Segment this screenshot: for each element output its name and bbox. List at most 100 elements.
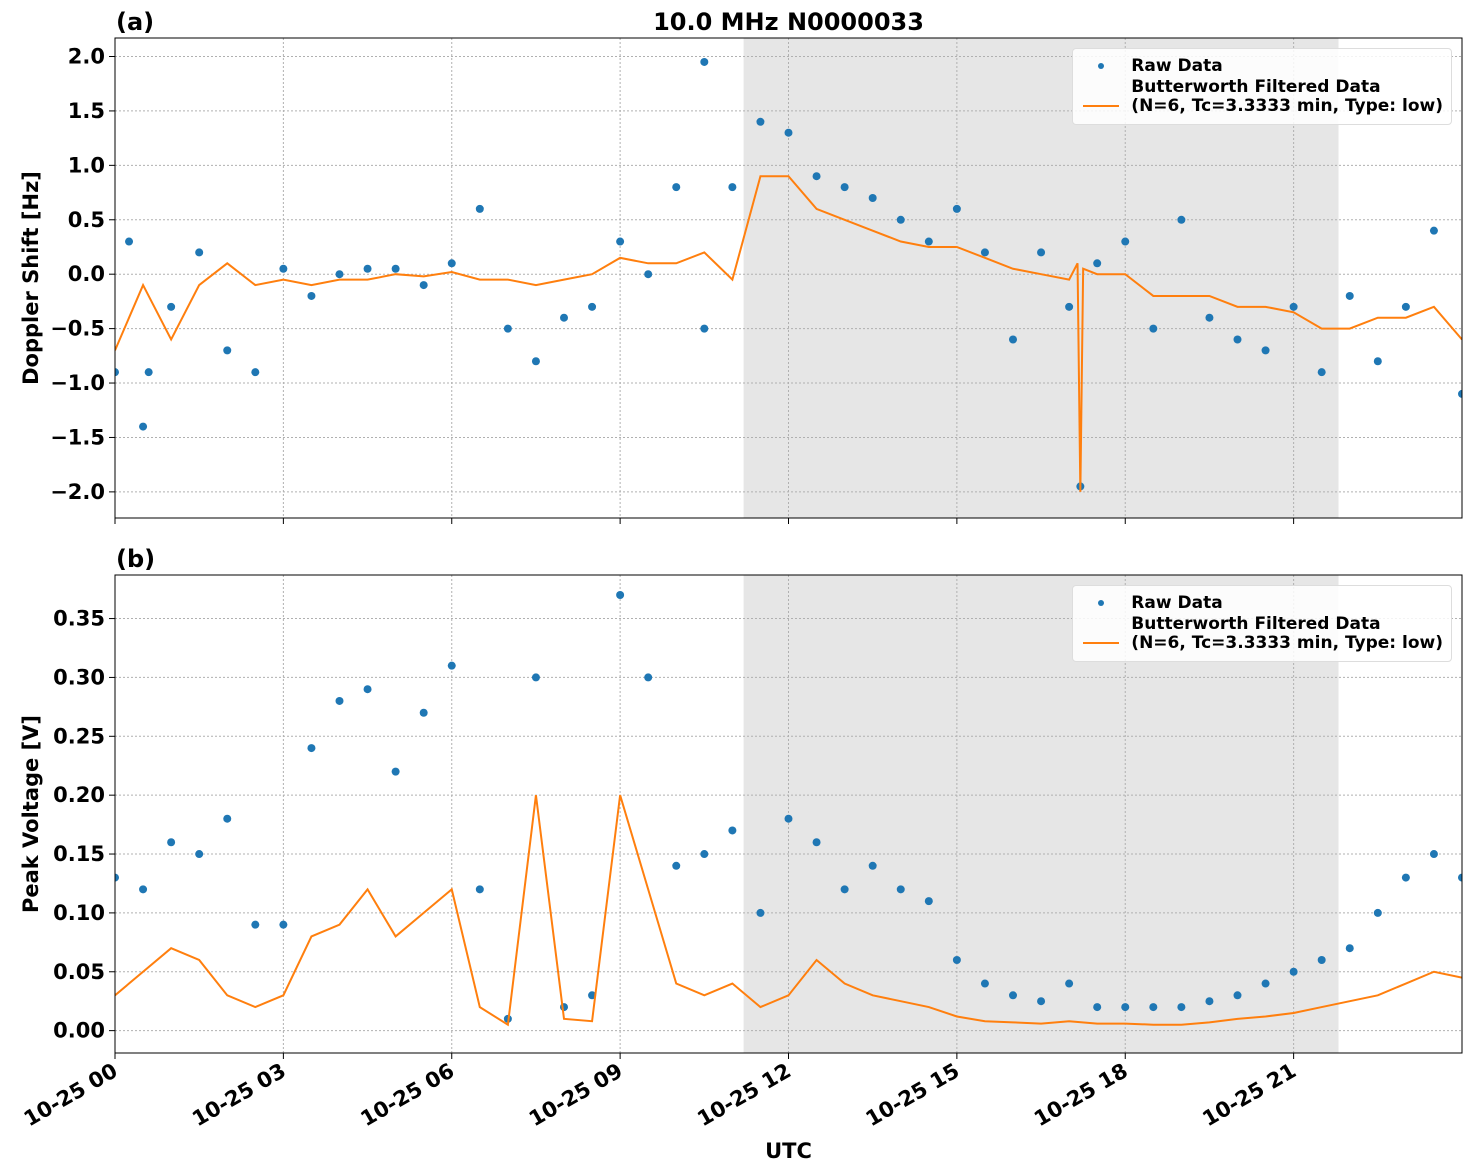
legend-key bbox=[1081, 78, 1121, 116]
y-tick-label: −1.0 bbox=[50, 371, 105, 395]
raw-point bbox=[144, 368, 153, 377]
legend-key bbox=[1081, 615, 1121, 653]
raw-point bbox=[1065, 302, 1074, 311]
raw-point bbox=[1121, 1003, 1130, 1012]
raw-point bbox=[335, 696, 344, 705]
raw-point bbox=[1149, 324, 1158, 333]
raw-point bbox=[756, 117, 765, 126]
raw-point bbox=[475, 204, 484, 213]
raw-point bbox=[840, 183, 849, 192]
filtered-line bbox=[115, 794, 1462, 1027]
x-tick-label: 10-25 12 bbox=[693, 1059, 795, 1132]
y-tick-label: 0.30 bbox=[53, 665, 105, 689]
raw-point bbox=[125, 237, 134, 246]
x-axis-label: UTC bbox=[765, 1139, 812, 1163]
y-tick-label: 0.00 bbox=[53, 1019, 105, 1043]
raw-point bbox=[756, 908, 765, 917]
x-tick-label: 10-25 03 bbox=[188, 1059, 290, 1132]
raw-point bbox=[1429, 226, 1438, 235]
raw-point bbox=[1261, 346, 1270, 355]
y-tick-label: 1.5 bbox=[68, 99, 105, 123]
raw-point bbox=[1233, 991, 1242, 1000]
raw-point bbox=[672, 183, 681, 192]
raw-point bbox=[924, 897, 933, 906]
raw-point bbox=[419, 281, 428, 290]
y-tick-label: −1.5 bbox=[50, 425, 105, 449]
raw-point bbox=[279, 920, 288, 929]
raw-point bbox=[115, 873, 119, 882]
raw-point bbox=[1093, 259, 1102, 268]
raw-point bbox=[1009, 335, 1017, 344]
panel-label: (a) bbox=[116, 8, 154, 36]
y-tick-label: 0.25 bbox=[53, 724, 105, 748]
raw-point bbox=[1037, 248, 1046, 257]
raw-point bbox=[1345, 291, 1354, 300]
x-tick-label: 10-25 21 bbox=[1198, 1059, 1300, 1132]
y-axis-label: Peak Voltage [V] bbox=[19, 715, 43, 913]
raw-point bbox=[1009, 991, 1017, 1000]
raw-point bbox=[644, 673, 653, 682]
y-tick-label: 0.20 bbox=[53, 783, 105, 807]
raw-point bbox=[784, 814, 793, 823]
raw-point bbox=[115, 368, 119, 377]
raw-point bbox=[419, 708, 428, 717]
y-tick-label: 0.10 bbox=[53, 901, 105, 925]
raw-point bbox=[560, 313, 568, 322]
raw-point bbox=[812, 172, 821, 181]
raw-point bbox=[1289, 302, 1298, 311]
raw-point bbox=[952, 204, 961, 213]
y-tick-label: 0.5 bbox=[68, 208, 105, 232]
raw-point bbox=[896, 215, 905, 224]
legend-entry: Butterworth Filtered Data (N=6, Tc=3.333… bbox=[1081, 615, 1443, 653]
raw-point bbox=[1345, 944, 1354, 953]
raw-point bbox=[195, 850, 204, 859]
raw-point bbox=[167, 838, 176, 847]
raw-point bbox=[1261, 979, 1270, 988]
raw-point bbox=[1149, 1003, 1158, 1012]
y-tick-label: 2.0 bbox=[68, 45, 105, 69]
raw-point bbox=[391, 264, 400, 273]
legend-label: Raw Data bbox=[1131, 593, 1223, 613]
raw-point bbox=[700, 324, 709, 333]
y-tick-label: 0.15 bbox=[53, 842, 105, 866]
legend-entry: Butterworth Filtered Data (N=6, Tc=3.333… bbox=[1081, 78, 1443, 116]
y-tick-label: 0.05 bbox=[53, 960, 105, 984]
x-tick-label: 10-25 09 bbox=[525, 1059, 627, 1132]
raw-point bbox=[1373, 908, 1382, 917]
raw-point bbox=[531, 357, 540, 366]
raw-point bbox=[1289, 967, 1298, 976]
raw-point bbox=[1458, 389, 1462, 398]
raw-point bbox=[812, 838, 821, 847]
raw-point bbox=[644, 270, 653, 279]
raw-point bbox=[980, 248, 989, 257]
raw-point bbox=[139, 885, 148, 894]
raw-point bbox=[1177, 1003, 1186, 1012]
raw-point bbox=[1317, 368, 1326, 377]
chart-title: 10.0 MHz N0000033 bbox=[653, 8, 924, 36]
raw-point bbox=[363, 685, 372, 694]
raw-point bbox=[1065, 979, 1074, 988]
y-tick-label: −0.5 bbox=[50, 317, 105, 341]
y-tick-label: 1.0 bbox=[68, 153, 105, 177]
raw-point bbox=[167, 302, 176, 311]
raw-point bbox=[447, 661, 456, 670]
raw-point bbox=[700, 850, 709, 859]
legend-key bbox=[1081, 57, 1121, 76]
raw-point bbox=[588, 302, 597, 311]
plot-frame bbox=[114, 37, 1463, 519]
raw-point bbox=[952, 955, 961, 964]
x-tick-label: 10-25 06 bbox=[356, 1059, 458, 1132]
raw-point bbox=[1233, 335, 1242, 344]
x-tick-label: 10-25 15 bbox=[862, 1059, 964, 1132]
raw-point bbox=[503, 324, 512, 333]
raw-point bbox=[728, 826, 737, 835]
raw-point bbox=[1317, 955, 1326, 964]
raw-point bbox=[307, 291, 316, 300]
panel-label: (b) bbox=[116, 545, 155, 573]
legend: Raw Data Butterworth Filtered Data (N=6, … bbox=[1072, 48, 1452, 125]
raw-point bbox=[700, 57, 709, 66]
raw-point bbox=[335, 270, 344, 279]
legend-label: Butterworth Filtered Data (N=6, Tc=3.333… bbox=[1131, 614, 1443, 653]
raw-point bbox=[924, 237, 933, 246]
